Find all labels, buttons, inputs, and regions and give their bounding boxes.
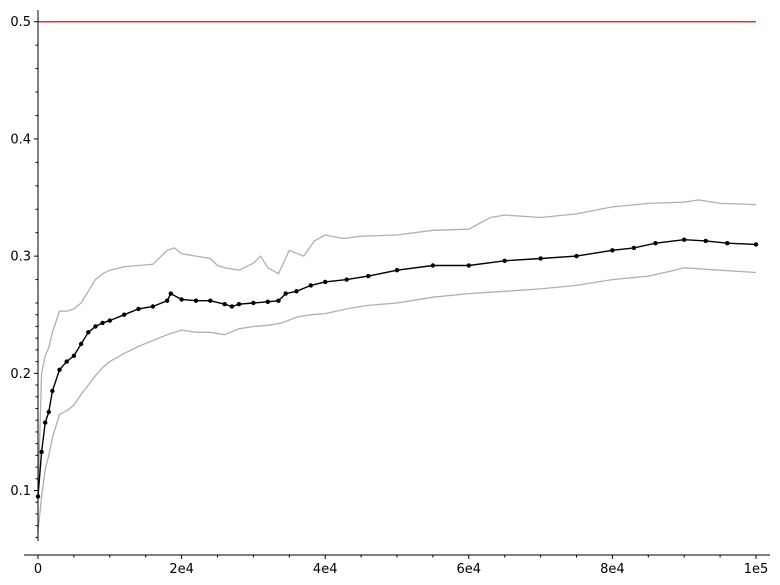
- mean-point: [574, 253, 579, 259]
- confidence-band-layer: [37, 199, 757, 532]
- mean-line: [37, 238, 757, 497]
- mean-point: [86, 330, 91, 335]
- mean-point: [208, 298, 213, 303]
- mean-point: [251, 300, 256, 306]
- mean-point: [229, 304, 235, 309]
- x-tick-label: 8e4: [600, 562, 625, 577]
- mean-point: [150, 304, 156, 309]
- mean-point: [283, 291, 288, 296]
- y-tick-label: 0.3: [10, 250, 31, 265]
- mean-point: [78, 341, 84, 347]
- mean-point: [107, 318, 113, 323]
- mean-point: [703, 238, 708, 244]
- mean-point: [122, 312, 127, 317]
- mean-point: [344, 277, 349, 282]
- x-tick-label: 0: [34, 562, 42, 577]
- mean-point: [366, 273, 371, 279]
- y-tick-label: 0.5: [10, 15, 31, 30]
- x-tick-label: 6e4: [457, 562, 482, 577]
- mean-point: [57, 367, 62, 372]
- y-tick-label: 0.2: [10, 367, 31, 382]
- mean-point: [276, 298, 281, 303]
- y-tick-label: 0.1: [10, 484, 31, 499]
- mean-point: [179, 297, 184, 302]
- mean-point: [193, 298, 199, 303]
- mean-point: [136, 306, 141, 312]
- mean-point: [502, 258, 507, 263]
- mean-point: [394, 268, 400, 273]
- mean-point: [39, 449, 44, 455]
- mean-point: [430, 263, 436, 268]
- upper-band-line: [37, 199, 757, 497]
- mean-series-layer: [35, 237, 759, 499]
- mean-point: [71, 353, 77, 358]
- mean-point: [725, 241, 730, 246]
- mean-point: [753, 242, 759, 247]
- mean-point: [308, 283, 313, 288]
- x-tick-label: 1e5: [744, 562, 769, 577]
- mean-point: [466, 263, 471, 268]
- mean-point: [222, 302, 227, 307]
- mean-point: [100, 320, 105, 326]
- axes: [24, 10, 770, 556]
- mean-point: [43, 420, 48, 425]
- mean-point: [610, 248, 615, 253]
- mean-point: [93, 324, 98, 329]
- mean-point: [323, 279, 328, 285]
- mean-point: [50, 388, 55, 394]
- mean-point: [165, 298, 170, 303]
- mean-point: [653, 241, 658, 246]
- y-tick-label: 0.4: [10, 132, 31, 147]
- mean-point: [46, 409, 51, 415]
- mean-point: [538, 256, 543, 261]
- mean-point: [64, 359, 69, 364]
- lower-band-line: [37, 267, 757, 532]
- x-tick-label: 4e4: [313, 562, 338, 577]
- mean-point: [631, 245, 637, 251]
- tick-layer: 0 2e4 4e4 6e4 8e4 1e5 0.1 0.2 0.3 0.4 0.5: [10, 15, 768, 577]
- mean-point: [168, 291, 173, 296]
- mean-point: [265, 299, 270, 304]
- mean-point: [682, 237, 687, 242]
- x-tick-label: 2e4: [169, 562, 194, 577]
- mean-point: [236, 302, 242, 307]
- mean-point: [294, 289, 299, 294]
